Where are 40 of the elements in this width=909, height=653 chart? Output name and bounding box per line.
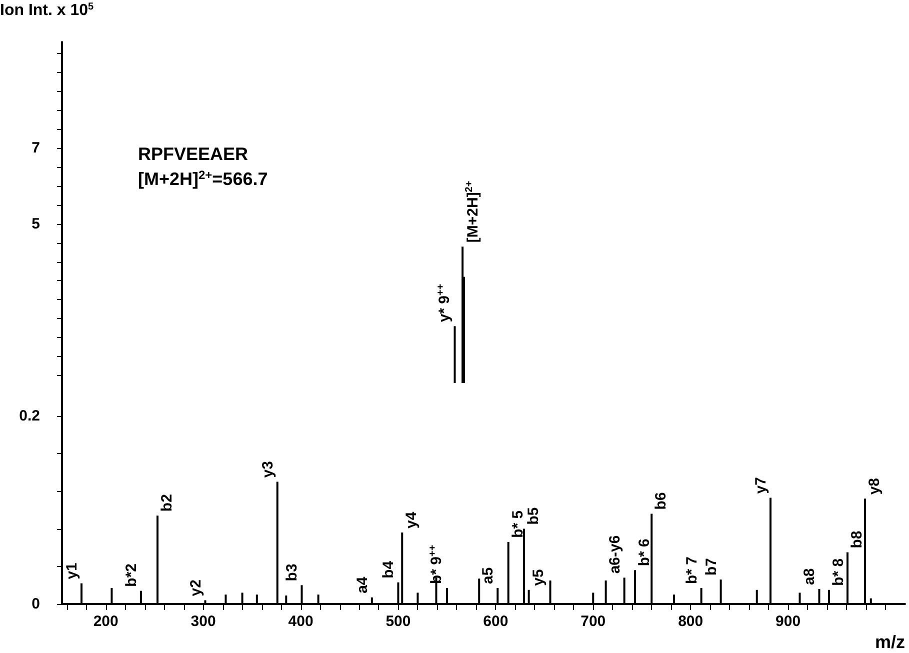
x-tick-label: 900 [776, 613, 801, 630]
annotation: b3 [284, 564, 301, 582]
y-tick-label: 5 [32, 215, 40, 232]
y-tick-label: 7 [32, 140, 40, 157]
annotation: a4 [354, 576, 371, 594]
annotation: b5 [524, 507, 542, 525]
annotation: b* 8 [830, 558, 847, 586]
annotation: y7 [752, 477, 770, 494]
annotation: b4 [380, 560, 398, 578]
annotation: a5 [480, 567, 497, 584]
y-tick-label: 0.2 [19, 407, 40, 424]
annotation: a6-y6 [606, 535, 624, 574]
annotation: b8 [848, 530, 866, 548]
annotation: b* 7 [683, 556, 700, 584]
annotation: y3 [259, 461, 276, 478]
x-tick-label: 200 [93, 613, 118, 630]
x-tick-label: 800 [678, 613, 704, 630]
annotation: b* 5 [509, 510, 526, 538]
y-tick-label: 0 [32, 596, 40, 612]
x-tick-label: 300 [190, 613, 216, 630]
x-tick-label: 700 [580, 613, 606, 630]
annotation: y4 [403, 511, 420, 529]
x-axis-title: m/z [874, 632, 906, 652]
annotation: RPFVEEAER [138, 144, 248, 164]
annotation: a8 [801, 568, 818, 585]
annotation: y8 [866, 478, 884, 495]
annotation: b7 [702, 558, 720, 576]
annotation: y1 [63, 562, 80, 580]
annotation: b6 [652, 492, 670, 510]
annotation: y2 [187, 580, 204, 596]
annotation: b*2 [122, 563, 140, 587]
x-tick-label: 600 [483, 613, 508, 630]
x-tick-label: 500 [386, 613, 411, 630]
annotation: b* 6 [636, 538, 654, 566]
annotation: [M+2H]2+ [464, 180, 482, 243]
x-tick-label: 400 [288, 613, 314, 630]
annotation: b2 [158, 494, 176, 512]
annotation: b* 9++ [427, 544, 445, 584]
annotation: y5 [530, 569, 547, 586]
annotation: y* 9++ [435, 284, 453, 322]
